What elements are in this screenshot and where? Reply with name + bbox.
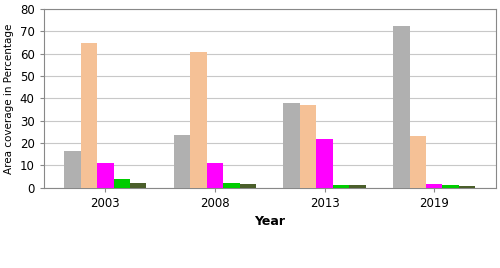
Bar bbox=[80, 43, 97, 188]
Bar bbox=[393, 26, 409, 188]
Bar bbox=[174, 135, 190, 188]
Y-axis label: Area coverage in Percentage: Area coverage in Percentage bbox=[4, 23, 14, 174]
Bar bbox=[284, 103, 300, 188]
Bar bbox=[410, 136, 426, 188]
Bar bbox=[426, 184, 442, 188]
Bar bbox=[206, 163, 223, 188]
Bar bbox=[64, 151, 80, 188]
Bar bbox=[97, 163, 114, 188]
Bar bbox=[300, 105, 316, 188]
Bar bbox=[349, 185, 366, 188]
Bar bbox=[442, 185, 459, 188]
Bar bbox=[459, 187, 475, 188]
Bar bbox=[333, 185, 349, 188]
Bar bbox=[130, 183, 146, 188]
Bar bbox=[240, 184, 256, 188]
Bar bbox=[316, 139, 333, 188]
Bar bbox=[114, 179, 130, 188]
Bar bbox=[190, 51, 206, 188]
X-axis label: Year: Year bbox=[254, 215, 285, 228]
Bar bbox=[223, 183, 240, 188]
